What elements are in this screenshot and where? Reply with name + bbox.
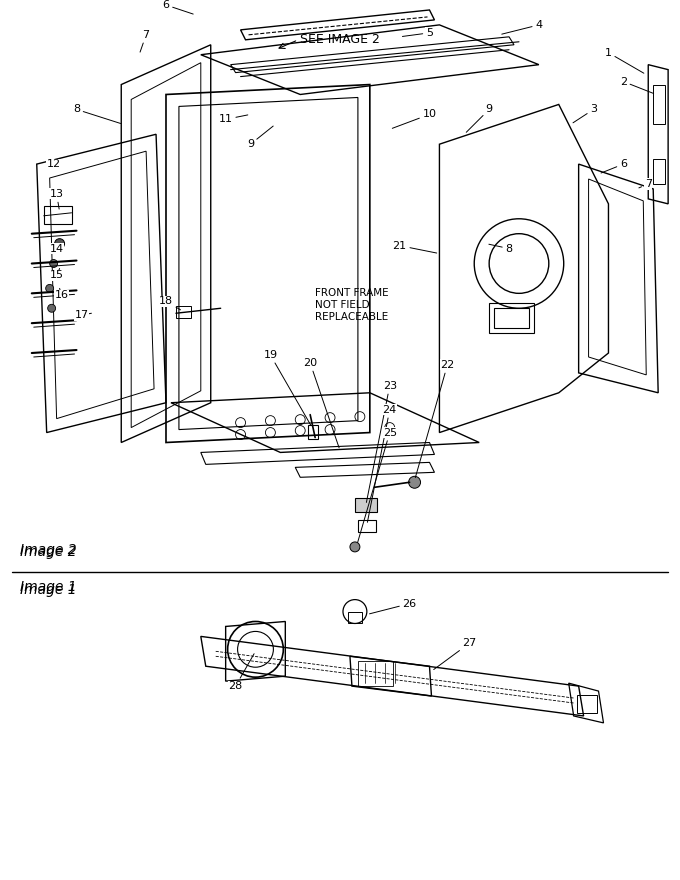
Bar — [653, 84, 665, 124]
Text: 3: 3 — [573, 105, 597, 123]
Bar — [653, 159, 665, 184]
Text: 6: 6 — [163, 0, 193, 14]
Text: 5: 5 — [403, 28, 433, 38]
Text: 7: 7 — [140, 30, 150, 52]
Text: Image 1: Image 1 — [20, 583, 76, 597]
Bar — [308, 425, 318, 438]
Text: Image 2: Image 2 — [20, 545, 76, 559]
Text: 27: 27 — [434, 638, 477, 670]
Bar — [355, 498, 377, 512]
Text: 23: 23 — [367, 381, 396, 502]
Text: 2: 2 — [619, 77, 653, 93]
Text: 14: 14 — [50, 244, 64, 253]
Text: 4: 4 — [502, 20, 543, 34]
Text: Image 2: Image 2 — [20, 543, 76, 557]
Text: 13: 13 — [50, 189, 64, 209]
Circle shape — [50, 260, 58, 268]
Circle shape — [48, 304, 56, 312]
Text: 9: 9 — [247, 126, 273, 150]
Bar — [176, 306, 191, 319]
Text: 25: 25 — [358, 428, 396, 542]
Text: 20: 20 — [303, 358, 339, 448]
Text: 18: 18 — [159, 297, 180, 310]
Text: 11: 11 — [219, 114, 248, 124]
Text: Image 1: Image 1 — [20, 580, 76, 594]
Text: 21: 21 — [392, 240, 437, 253]
Text: SEE IMAGE 2: SEE IMAGE 2 — [301, 33, 380, 47]
Text: FRONT FRAME
NOT FIELD
REPLACEABLE: FRONT FRAME NOT FIELD REPLACEABLE — [315, 289, 389, 321]
Text: 26: 26 — [369, 598, 417, 614]
Text: 19: 19 — [263, 350, 311, 425]
Text: 22: 22 — [415, 360, 454, 478]
Text: 8: 8 — [489, 244, 513, 253]
Text: 10: 10 — [392, 109, 437, 128]
Text: 1: 1 — [605, 48, 644, 73]
Text: 12: 12 — [46, 159, 61, 169]
Bar — [494, 308, 529, 328]
Bar — [348, 612, 362, 623]
Text: 8: 8 — [73, 105, 120, 123]
Text: 6: 6 — [601, 159, 627, 173]
Circle shape — [54, 238, 65, 249]
Text: 24: 24 — [367, 405, 397, 523]
Text: 16: 16 — [54, 289, 69, 300]
Bar — [358, 661, 392, 686]
Bar — [489, 304, 534, 334]
Bar — [358, 520, 376, 532]
Bar — [577, 695, 596, 713]
Circle shape — [46, 284, 54, 292]
Text: 7: 7 — [639, 179, 652, 189]
Circle shape — [350, 542, 360, 552]
Text: 9: 9 — [466, 105, 493, 132]
Text: 28: 28 — [228, 654, 254, 691]
Text: 15: 15 — [50, 268, 64, 281]
Circle shape — [409, 476, 420, 488]
Bar — [44, 206, 71, 224]
Text: 17: 17 — [74, 311, 91, 320]
